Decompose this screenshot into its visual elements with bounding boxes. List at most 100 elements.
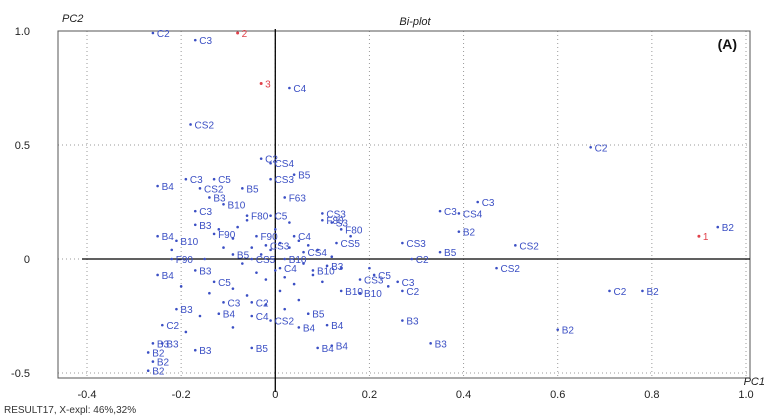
sample-point [608, 289, 611, 293]
sample-point [339, 289, 343, 293]
sample-label: B10 [289, 255, 307, 266]
sample-point [269, 177, 272, 181]
sample-point [316, 346, 319, 350]
sample-label: F80 [326, 216, 344, 227]
x-tick-label: 0.6 [550, 389, 565, 401]
sample-point [259, 253, 263, 256]
sample-label: B10 [228, 200, 246, 211]
sample-point [156, 184, 159, 188]
sample-label: CS2 [519, 241, 539, 252]
sample-label: B2 [152, 367, 165, 378]
sample-point [457, 212, 461, 215]
variable-point [697, 234, 701, 238]
sample-label: F80 [251, 212, 269, 223]
sample-point [231, 237, 235, 240]
sample-label: C3 [199, 36, 212, 47]
sample-point [335, 241, 338, 245]
sample-point [292, 282, 296, 286]
y-tick-label: 0.5 [15, 140, 30, 152]
sample-point [273, 269, 277, 272]
sample-point [193, 223, 197, 227]
chart-title: Bi-plot [399, 16, 431, 28]
sample-point [278, 266, 282, 270]
sample-label: B4 [322, 344, 335, 355]
sample-label: C2 [416, 255, 429, 266]
sample-point [292, 234, 296, 238]
variable-label: 3 [265, 79, 271, 90]
sample-point [236, 225, 239, 229]
sample-label: C2 [613, 287, 626, 298]
sample-point [306, 312, 310, 316]
sample-point [330, 255, 334, 259]
sample-point [283, 196, 287, 199]
sample-label: B2 [562, 326, 575, 337]
sample-point [264, 303, 268, 306]
sample-point [386, 285, 390, 288]
sample-label: C5 [218, 278, 231, 289]
sample-point [245, 294, 249, 297]
sample-point [297, 298, 301, 302]
sample-label: B3 [213, 193, 226, 204]
sample-point [476, 200, 479, 204]
sample-point [269, 161, 272, 165]
sample-point [339, 266, 343, 270]
sample-point [372, 273, 376, 277]
sample-label: C2 [265, 155, 278, 166]
axes [57, 29, 751, 392]
sample-point [222, 202, 225, 206]
sample-point [212, 177, 216, 181]
sample-label: C3 [199, 207, 212, 218]
sample-point [297, 326, 301, 329]
sample-point [269, 214, 272, 217]
sample-label: S3 [336, 219, 349, 230]
sample-point [297, 239, 301, 243]
sample-label: B3 [331, 262, 344, 273]
sample-label: F90 [218, 230, 236, 241]
sample-point [222, 246, 225, 249]
y-tick-label: 1.0 [15, 26, 30, 38]
sample-point [283, 307, 287, 311]
sample-label: F90 [260, 232, 278, 243]
sample-point [264, 278, 268, 281]
sample-label: B2 [152, 348, 165, 359]
sample-label: C3 [444, 207, 457, 218]
sample-label: B3 [157, 339, 170, 350]
panel-label: (A) [718, 36, 737, 52]
sample-label: CS3 [270, 241, 290, 252]
sample-label: CS3 [406, 239, 426, 250]
sample-point [193, 38, 197, 42]
sample-point [311, 269, 315, 272]
sample-point [495, 266, 498, 270]
sample-point [321, 218, 324, 222]
sample-point [292, 173, 296, 176]
biplot-chart: -0.4 -0.2 0 0.2 0.4 0.6 0.8 1.0-0.500.51.0 C2C3… [11, 13, 765, 401]
sample-label: B3 [180, 305, 193, 316]
sample-point [231, 287, 235, 290]
y-tick-label: -0.5 [11, 368, 30, 380]
sample-point [396, 280, 399, 284]
x-tick-label: 0.2 [362, 389, 377, 401]
tick-labels: -0.4 -0.2 0 0.2 0.4 0.6 0.8 1.0 -0.5 0 0.5 1.0 [11, 26, 754, 401]
sample-label: CS5 [256, 255, 276, 266]
sample-point [250, 301, 254, 304]
sample-label: C2 [595, 143, 608, 154]
sample-label: C5 [378, 271, 391, 282]
sample-label: B4 [162, 182, 175, 193]
sample-point [208, 291, 211, 295]
sample-point [401, 319, 404, 322]
sample-point [273, 228, 277, 231]
sample-point [302, 250, 305, 254]
sample-label: B3 [435, 339, 448, 350]
sample-label: CS2 [195, 120, 215, 131]
sample-point [203, 257, 206, 261]
sample-label: C2 [157, 29, 170, 40]
sample-label: CS5 [340, 239, 360, 250]
sample-point [368, 266, 371, 270]
x-tick-label: 0.8 [644, 389, 659, 401]
sample-point [212, 280, 216, 284]
sample-label: C4 [298, 232, 311, 243]
sample-label: F63 [289, 193, 307, 204]
sample-label: B5 [312, 310, 325, 321]
sample-label: CS4 [308, 248, 328, 259]
sample-point [264, 244, 268, 247]
